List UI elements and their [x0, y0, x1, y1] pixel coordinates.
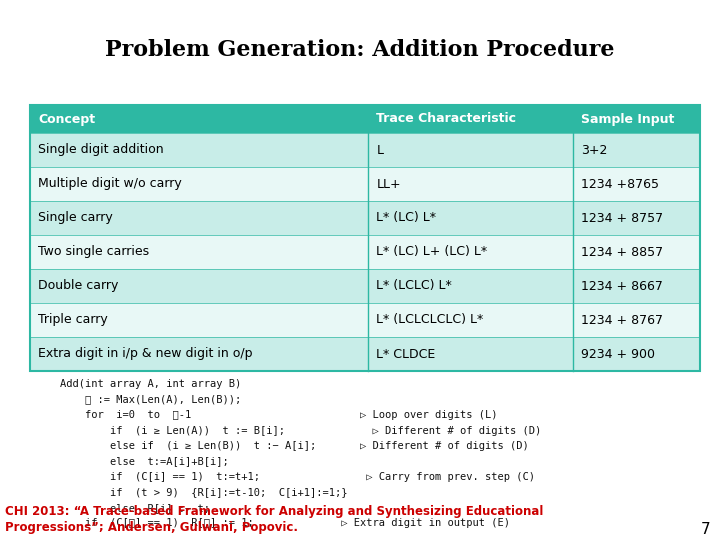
Text: LL+: LL+	[377, 178, 401, 191]
Text: L* CLDCE: L* CLDCE	[377, 348, 436, 361]
Text: else if  (i ≥ Len(B))  t :− A[i];       ▷ Different # of digits (D): else if (i ≥ Len(B)) t :− A[i]; ▷ Differ…	[35, 441, 528, 451]
Text: 1234 + 8667: 1234 + 8667	[581, 280, 662, 293]
Text: Trace Characteristic: Trace Characteristic	[377, 112, 516, 125]
Text: Concept: Concept	[38, 112, 95, 125]
Bar	[30, 235, 700, 269]
Text: 1234 + 8767: 1234 + 8767	[581, 314, 662, 327]
Text: else  R[i] :− t;: else R[i] :− t;	[35, 503, 210, 513]
Text: Sample Input: Sample Input	[581, 112, 674, 125]
Text: Progressions”; Andersen, Gulwani, Popovic.: Progressions”; Andersen, Gulwani, Popovi…	[5, 521, 298, 534]
Bar	[30, 303, 700, 337]
Bar	[30, 105, 700, 133]
Text: Single carry: Single carry	[38, 212, 113, 225]
Text: 3+2: 3+2	[581, 144, 607, 157]
Text: Double carry: Double carry	[38, 280, 118, 293]
Text: 9234 + 900: 9234 + 900	[581, 348, 654, 361]
Text: Multiple digit w/o carry: Multiple digit w/o carry	[38, 178, 181, 191]
Bar	[30, 133, 700, 167]
Bar	[30, 167, 700, 201]
Text: Extra digit in i/p & new digit in o/p: Extra digit in i/p & new digit in o/p	[38, 348, 253, 361]
Text: 1234 + 8757: 1234 + 8757	[581, 212, 663, 225]
Text: for  i=0  to  ℓ-1                           ▷ Loop over digits (L): for i=0 to ℓ-1 ▷ Loop over digits (L)	[35, 410, 498, 420]
Text: L* (LCLC) L*: L* (LCLC) L*	[377, 280, 452, 293]
Text: Triple carry: Triple carry	[38, 314, 108, 327]
Text: CHI 2013: “A Trace-based Framework for Analyzing and Synthesizing Educational: CHI 2013: “A Trace-based Framework for A…	[5, 505, 544, 518]
Text: if  (i ≥ Len(A))  t := B[i];              ▷ Different # of digits (D): if (i ≥ Len(A)) t := B[i]; ▷ Different #…	[35, 426, 541, 435]
Text: L* (LCLCLCLC) L*: L* (LCLCLCLC) L*	[377, 314, 484, 327]
Text: Add(int array A, int array B): Add(int array A, int array B)	[35, 379, 241, 389]
Bar	[30, 337, 700, 371]
Text: else  t:=A[i]+B[i];: else t:=A[i]+B[i];	[35, 456, 229, 467]
Text: L* (LC) L*: L* (LC) L*	[377, 212, 436, 225]
Text: Problem Generation: Addition Procedure: Problem Generation: Addition Procedure	[105, 39, 615, 61]
Text: L: L	[377, 144, 383, 157]
Text: 1234 + 8857: 1234 + 8857	[581, 246, 663, 259]
Bar	[30, 201, 700, 235]
Text: 1234 +8765: 1234 +8765	[581, 178, 659, 191]
Bar	[30, 269, 700, 303]
Text: Two single carries: Two single carries	[38, 246, 149, 259]
Text: 7: 7	[701, 522, 710, 537]
Text: ℓ := Max(Len(A), Len(B));: ℓ := Max(Len(A), Len(B));	[35, 395, 241, 404]
Text: Single digit addition: Single digit addition	[38, 144, 163, 157]
Text: if  (C[ℓ] == 1)  R[ℓ] := 1;              ▷ Extra digit in output (E): if (C[ℓ] == 1) R[ℓ] := 1; ▷ Extra digit …	[35, 518, 510, 529]
Text: if  (C[i] == 1)  t:=t+1;                 ▷ Carry from prev. step (C): if (C[i] == 1) t:=t+1; ▷ Carry from prev…	[35, 472, 535, 482]
Text: L* (LC) L+ (LC) L*: L* (LC) L+ (LC) L*	[377, 246, 487, 259]
Text: if  (t > 9)  {R[i]:=t-10;  C[i+1]:=1;}: if (t > 9) {R[i]:=t-10; C[i+1]:=1;}	[35, 488, 348, 497]
